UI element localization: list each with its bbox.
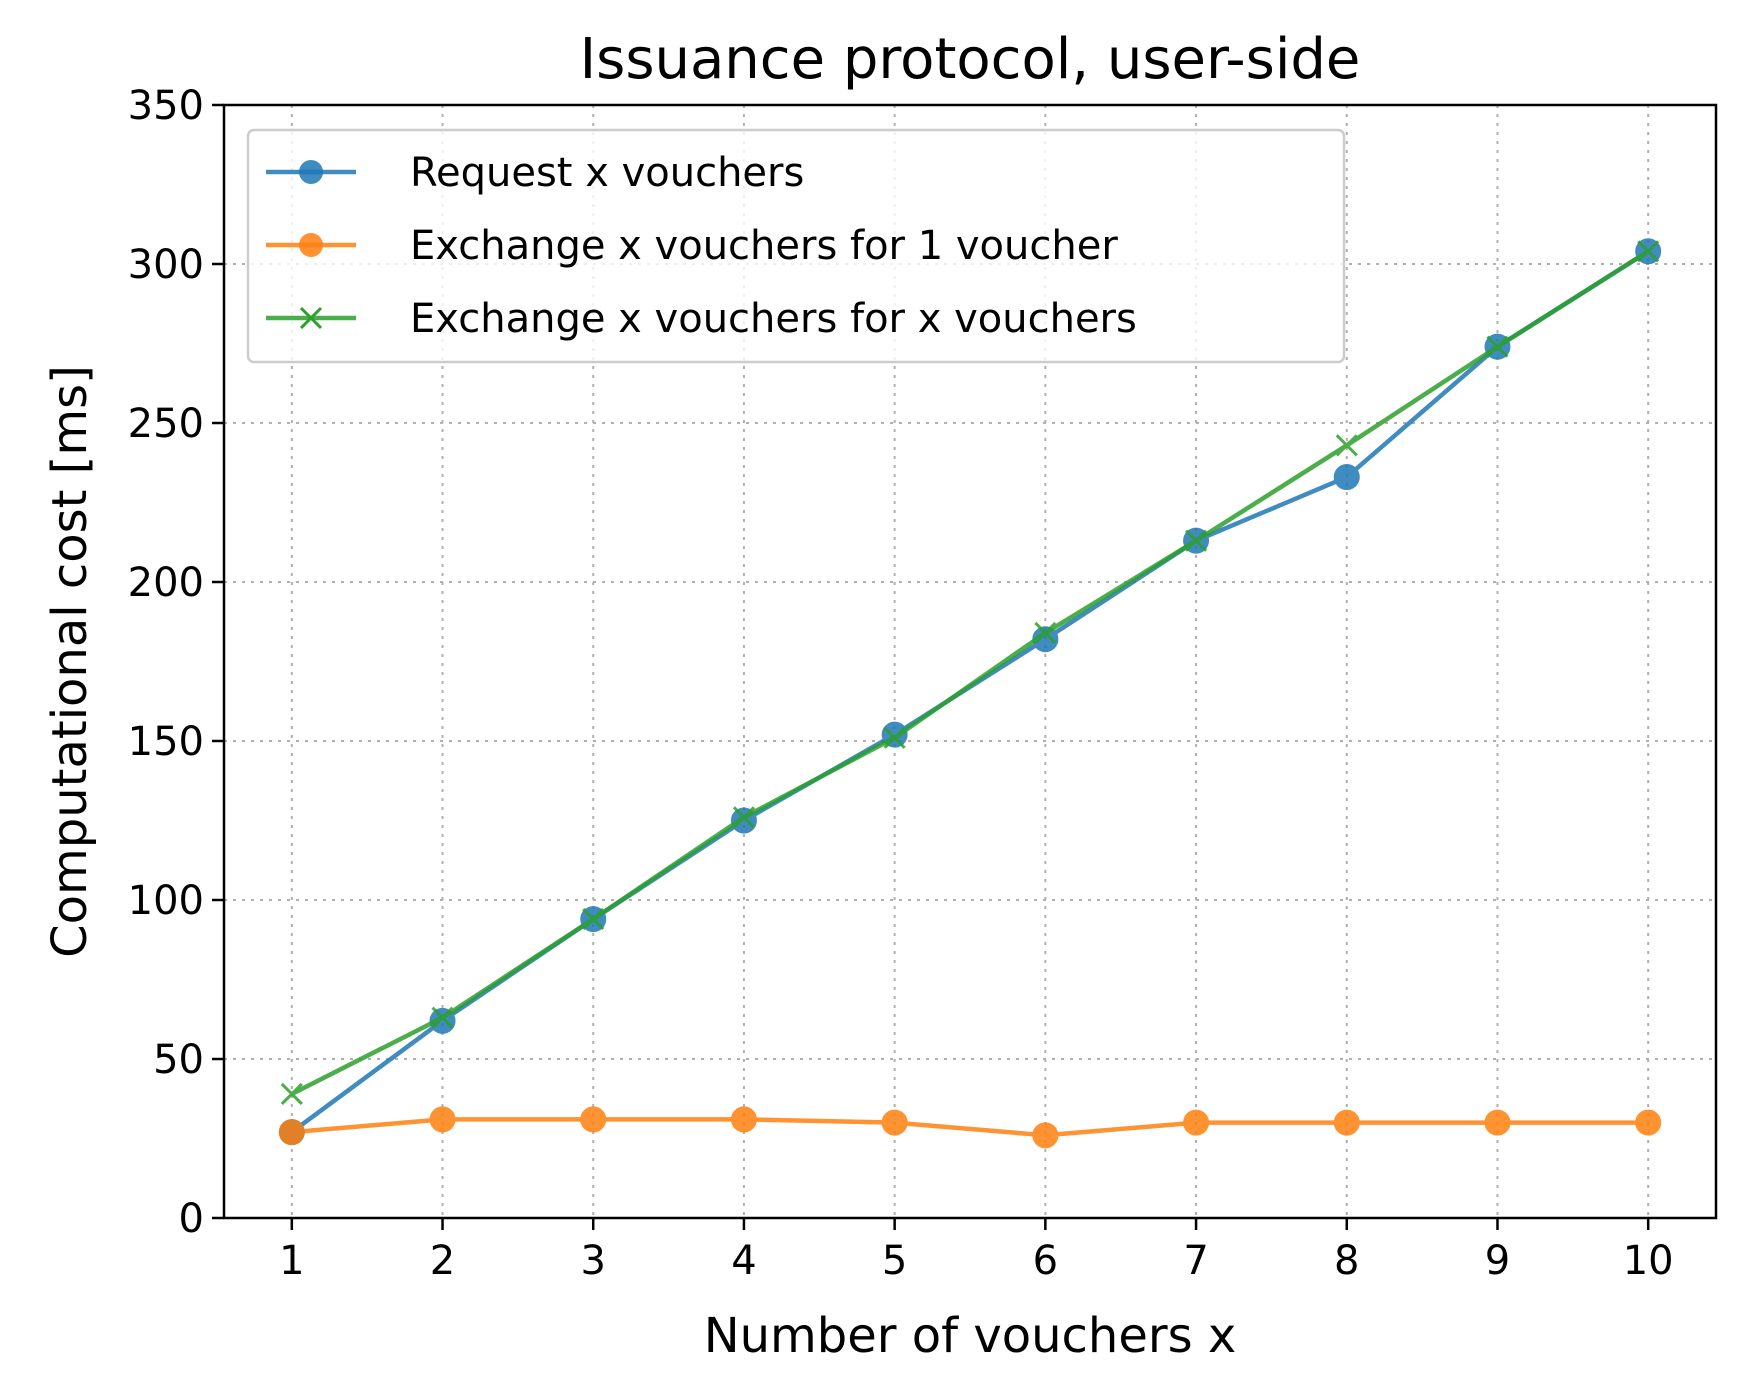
data-point-x-marker [1486,335,1509,358]
x-axis-title: Number of vouchers x [704,1308,1237,1364]
x-tick-label: 8 [1334,1238,1359,1284]
data-point-x-marker [431,1006,454,1029]
x-marker-stroke [1335,434,1358,457]
y-tick-label: 250 [128,401,204,447]
x-marker-stroke [883,726,906,749]
x-marker-stroke [431,1006,454,1029]
x-tick-label: 1 [279,1238,304,1284]
x-tick-label: 9 [1485,1238,1510,1284]
x-marker-stroke [1034,621,1057,644]
data-point [1183,1109,1210,1136]
x-tick-label: 3 [581,1238,606,1284]
x-marker-stroke [1486,335,1509,358]
x-tick-label: 6 [1033,1238,1058,1284]
data-point-x-marker [280,1082,303,1106]
y-tick-label: 200 [128,560,204,606]
y-tick-label: 300 [128,242,204,288]
legend-box [246,128,1346,364]
x-tick-label: 10 [1623,1238,1674,1284]
legend: Request x vouchers Exchange x vouchers fo… [246,128,1346,364]
data-point-x-marker [883,726,906,749]
legend-marker [299,233,323,257]
data-point [1032,1122,1059,1149]
y-axis: 0 50 100 150 200 250 300 350 [128,83,224,1242]
data-point-x-marker [1637,240,1660,263]
series-2 [278,1106,1662,1149]
data-point [1333,1109,1360,1136]
x-marker-stroke [582,908,605,931]
legend-label: Request x vouchers [410,150,804,196]
x-axis: 1 2 3 4 5 6 7 8 9 10 [279,1218,1674,1284]
data-point [1484,1109,1511,1136]
series-line [291,1117,1649,1138]
legend-x-marker [299,306,323,330]
legend-label: Exchange x vouchers for x vouchers [410,296,1137,342]
y-tick-label: 150 [128,719,204,765]
data-point [1635,1109,1662,1136]
legend-item: Request x vouchers [266,150,804,196]
data-point-x-marker [732,806,756,829]
series-3 [280,240,1660,1106]
y-tick-label: 50 [153,1037,204,1083]
plot-frame [222,103,1718,1220]
y-tick-label: 0 [179,1196,204,1242]
data-point-x-marker [1184,529,1208,552]
data-point [580,1106,607,1133]
y-axis-title: Computational cost [ms] [42,365,98,958]
data-point [730,1106,757,1133]
data-point-x-marker [1034,621,1057,644]
y-tick-label: 350 [128,83,204,129]
x-marker-stroke [1184,529,1208,552]
data-point-x-marker [1335,434,1358,457]
x-tick-label: 2 [430,1238,455,1284]
legend-item: Exchange x vouchers for x vouchers [266,296,1137,342]
series-layer [278,238,1662,1149]
x-tick-label: 5 [882,1238,907,1284]
y-tick-label: 100 [128,878,204,924]
x-marker-stroke [1637,240,1660,263]
data-point [1333,464,1360,491]
x-tick-label: 7 [1183,1238,1208,1284]
chart-title: Issuance protocol, user-side [580,27,1361,92]
data-point [429,1106,456,1133]
legend-label: Exchange x vouchers for 1 voucher [410,223,1118,269]
legend-marker [299,160,323,184]
legend-item: Exchange x vouchers for 1 voucher [266,223,1118,269]
x-tick-label: 4 [731,1238,756,1284]
data-point [881,1109,908,1136]
series-line [290,249,1650,1097]
data-point [278,1119,305,1146]
x-marker-stroke [280,1082,303,1106]
x-marker-stroke [732,806,756,829]
data-point-x-marker [582,908,605,931]
